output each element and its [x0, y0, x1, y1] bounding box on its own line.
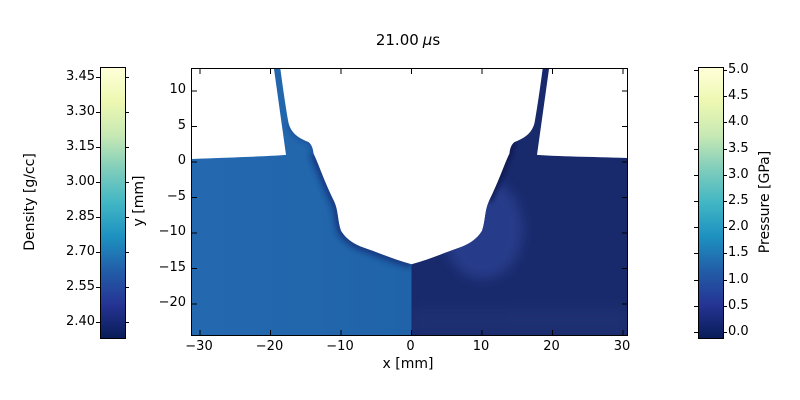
- pressure-colorbar-tickmark: [723, 332, 727, 333]
- y-tick-label: −15: [158, 259, 186, 275]
- density-colorbar-tickmark: [96, 287, 100, 288]
- density-colorbar-tickmark: [125, 252, 129, 253]
- y-tick-label: −10: [158, 224, 186, 239]
- plot-title-unit: s: [432, 31, 441, 49]
- pressure-colorbar-tickmark: [694, 227, 698, 229]
- pressure-colorbar-tickmark: [694, 253, 698, 255]
- density-colorbar-tickmark: [96, 252, 100, 253]
- density-colorbar-tick-label: 2.85: [66, 209, 95, 224]
- pressure-colorbar-tickmark: [723, 279, 727, 281]
- pressure-bottom-band: [411, 307, 627, 335]
- x-tick-label: 30: [613, 339, 631, 354]
- pressure-colorbar-tickmark: [694, 96, 698, 98]
- pressure-colorbar-tickmark: [694, 148, 698, 150]
- pressure-colorbar-tickmark: [723, 201, 727, 202]
- axis-tickmarks: [192, 69, 627, 335]
- density-colorbar-tickmark: [125, 112, 129, 113]
- x-tick-label: −20: [255, 339, 284, 354]
- pressure-colorbar-tickmark: [723, 253, 727, 255]
- density-colorbar-tickmark: [125, 182, 129, 183]
- density-colorbar-tickmark: [125, 77, 129, 78]
- pressure-colorbar-tickmark: [723, 148, 727, 150]
- plot-title: 21.00 μs: [376, 31, 440, 49]
- density-colorbar-tickmark: [96, 182, 100, 183]
- density-colorbar: [100, 67, 126, 339]
- pressure-colorbar-tickmark: [694, 201, 698, 202]
- pressure-colorbar-tick-label: 4.0: [728, 114, 749, 130]
- density-colorbar-tick-label: 3.00: [66, 174, 95, 189]
- density-colorbar-tick-label: 3.30: [66, 104, 95, 119]
- pressure-region: [411, 69, 627, 335]
- pressure-colorbar-tickmark: [694, 305, 698, 307]
- density-colorbar-tick-label: 3.15: [66, 139, 95, 154]
- density-colorbar-label: Density [g/cc]: [22, 153, 38, 251]
- x-tick-label: −30: [185, 339, 213, 354]
- pressure-colorbar-tickmark: [723, 174, 727, 176]
- plot-area: [191, 68, 628, 336]
- pressure-colorbar-tickmark: [723, 70, 727, 71]
- pressure-colorbar-tick-label: 5.0: [728, 62, 749, 77]
- pressure-colorbar-tick-label: 1.5: [728, 245, 749, 261]
- pressure-colorbar: [698, 67, 724, 339]
- pressure-colorbar-tickmark: [694, 174, 698, 176]
- x-tick-label: 0: [406, 339, 415, 354]
- density-colorbar-tickmark: [96, 112, 100, 113]
- pressure-colorbar-tickmark: [694, 279, 698, 281]
- density-colorbar-tickmark: [96, 322, 100, 323]
- pressure-colorbar-tick-label: 2.5: [728, 193, 749, 208]
- x-tick-label: 20: [543, 339, 560, 354]
- density-colorbar-tickmark: [125, 322, 129, 323]
- pressure-light-patch: [443, 179, 523, 279]
- plot-title-time: 21.00: [375, 31, 419, 49]
- density-region: [192, 69, 412, 335]
- density-colorbar-tickmark: [125, 217, 129, 218]
- density-colorbar-tickmark: [125, 287, 129, 288]
- density-colorbar-tickmark: [96, 217, 100, 218]
- y-tick-label: 10: [169, 82, 186, 97]
- pressure-colorbar-tickmark: [723, 122, 727, 124]
- pressure-colorbar-tickmark: [723, 305, 727, 307]
- pressure-colorbar-tickmark: [694, 332, 698, 333]
- density-colorbar-tickmark: [96, 147, 100, 148]
- pressure-colorbar-tickmark: [694, 122, 698, 124]
- density-colorbar-tickmark: [96, 77, 100, 78]
- y-tick-label: 5: [177, 117, 186, 133]
- density-colorbar-tick-label: 2.70: [66, 244, 95, 259]
- density-colorbar-tick-label: 2.40: [66, 314, 95, 329]
- pressure-colorbar-tick-label: 3.5: [728, 140, 749, 156]
- pressure-colorbar-tick-label: 3.0: [728, 166, 749, 182]
- x-axis-label: x [mm]: [382, 356, 434, 372]
- mu-symbol: μ: [422, 31, 433, 49]
- pressure-colorbar-tick-label: 1.0: [728, 271, 749, 287]
- y-tick-label: −20: [158, 295, 186, 310]
- y-tick-label: 0: [177, 153, 186, 168]
- pseudocolor-field: [192, 69, 627, 335]
- density-colorbar-tick-label: 2.55: [66, 279, 95, 294]
- density-colorbar-tickmark: [125, 147, 129, 148]
- y-tick-label: −5: [166, 188, 186, 204]
- pressure-colorbar-tick-label: 4.5: [728, 88, 749, 104]
- pressure-colorbar-tick-label: 2.0: [728, 219, 749, 235]
- pressure-colorbar-tick-label: 0.0: [728, 324, 749, 339]
- pressure-colorbar-tickmark: [694, 70, 698, 71]
- density-colorbar-tick-label: 3.45: [66, 69, 95, 84]
- x-tick-label: 10: [472, 339, 490, 354]
- pressure-colorbar-tick-label: 0.5: [728, 297, 749, 313]
- x-tick-label: −10: [326, 339, 354, 354]
- pressure-colorbar-tickmark: [723, 227, 727, 229]
- pressure-colorbar-tickmark: [723, 96, 727, 98]
